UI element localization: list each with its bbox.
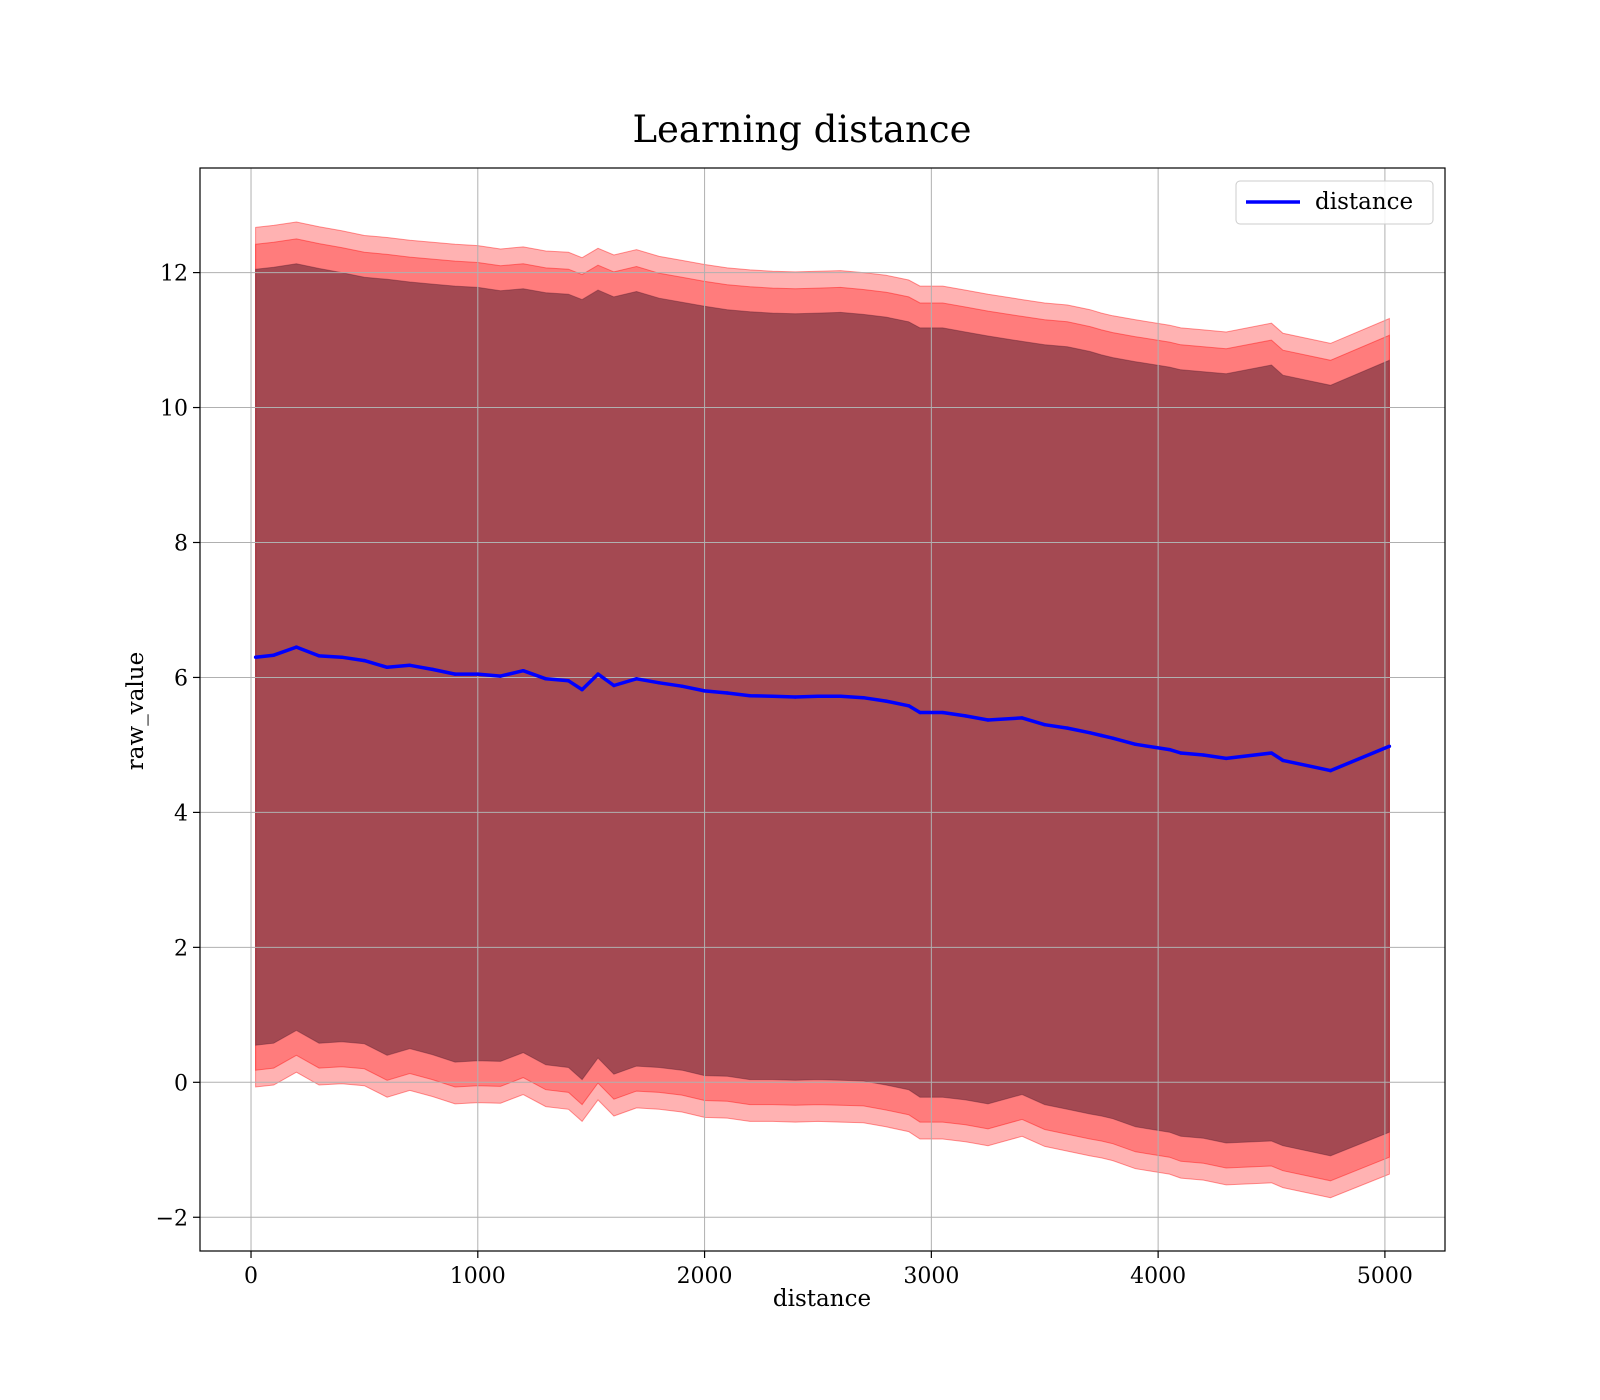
x-tick-label: 0 xyxy=(244,1264,258,1289)
grid-lines xyxy=(200,168,1445,1251)
data-point xyxy=(940,710,945,715)
data-point xyxy=(702,689,707,693)
data-point xyxy=(838,694,843,699)
x-tick-label: 2000 xyxy=(677,1264,733,1289)
data-point xyxy=(612,683,616,688)
data-point xyxy=(680,684,684,688)
data-point xyxy=(1224,756,1228,761)
data-point xyxy=(362,658,367,663)
data-point xyxy=(521,669,525,673)
y-tick-label: 4 xyxy=(174,801,188,826)
data-point xyxy=(340,655,344,659)
data-point xyxy=(1065,726,1070,730)
data-point xyxy=(566,679,571,683)
series-group xyxy=(253,645,1392,773)
data-point xyxy=(317,654,321,658)
data-point xyxy=(1133,742,1138,746)
legend-box xyxy=(1235,180,1434,225)
data-point xyxy=(453,672,457,676)
data-point xyxy=(986,718,990,722)
y-tick-label: 6 xyxy=(174,666,188,691)
data-point xyxy=(1387,744,1392,748)
data-point xyxy=(430,667,435,672)
y-axis: −2 0 2 4 6 8 10 12 xyxy=(156,262,200,1231)
data-point xyxy=(253,655,258,659)
data-point xyxy=(748,693,752,698)
data-point xyxy=(596,672,600,676)
data-point xyxy=(294,645,299,649)
data-point xyxy=(1088,731,1092,735)
x-axis: 0 1000 2000 3000 4000 5000 xyxy=(244,1251,1413,1289)
y-axis-label: raw_value xyxy=(123,652,149,770)
data-point xyxy=(1269,751,1274,755)
data-point xyxy=(1328,768,1333,773)
y-tick-label: 10 xyxy=(160,397,188,422)
x-axis-label: distance xyxy=(773,1286,871,1312)
chart-title: Learning distance xyxy=(632,108,971,151)
data-point xyxy=(884,699,888,703)
data-point xyxy=(657,681,661,685)
data-point xyxy=(498,674,503,678)
confidence-bands xyxy=(255,221,1390,1199)
data-point xyxy=(272,653,276,657)
series-line-distance xyxy=(255,645,1391,773)
data-point xyxy=(634,677,639,681)
plot-frame xyxy=(199,167,1446,1252)
data-point xyxy=(1043,722,1047,727)
data-point xyxy=(906,704,911,708)
y-tick-label: 0 xyxy=(174,1071,188,1096)
band-3 xyxy=(255,263,1390,1157)
data-point xyxy=(816,694,820,699)
data-point xyxy=(580,687,584,692)
data-point xyxy=(1281,758,1285,763)
data-point xyxy=(1020,716,1024,720)
y-tick-label: 2 xyxy=(174,936,188,961)
x-tick-label: 5000 xyxy=(1357,1264,1413,1289)
x-tick-label: 1000 xyxy=(450,1264,506,1289)
legend-label-distance: distance xyxy=(1315,189,1413,215)
data-point xyxy=(725,691,729,695)
data-point xyxy=(544,677,548,681)
data-point xyxy=(385,665,389,670)
y-tick-label: 8 xyxy=(174,531,188,556)
data-point xyxy=(793,695,797,699)
y-tick-label: 12 xyxy=(160,262,188,287)
data-point xyxy=(918,710,922,715)
data-point xyxy=(963,714,968,718)
data-point xyxy=(1111,736,1115,740)
data-point xyxy=(770,694,775,699)
legend: distance xyxy=(1235,180,1434,225)
data-point xyxy=(1099,733,1104,738)
data-point xyxy=(476,672,480,676)
x-tick-label: 3000 xyxy=(903,1264,959,1289)
data-point xyxy=(408,663,412,668)
data-point xyxy=(1201,753,1206,757)
data-point xyxy=(861,695,866,700)
data-point xyxy=(1179,751,1183,755)
y-tick-label: −2 xyxy=(156,1206,188,1231)
data-point xyxy=(1167,747,1172,752)
x-tick-label: 4000 xyxy=(1130,1264,1186,1289)
